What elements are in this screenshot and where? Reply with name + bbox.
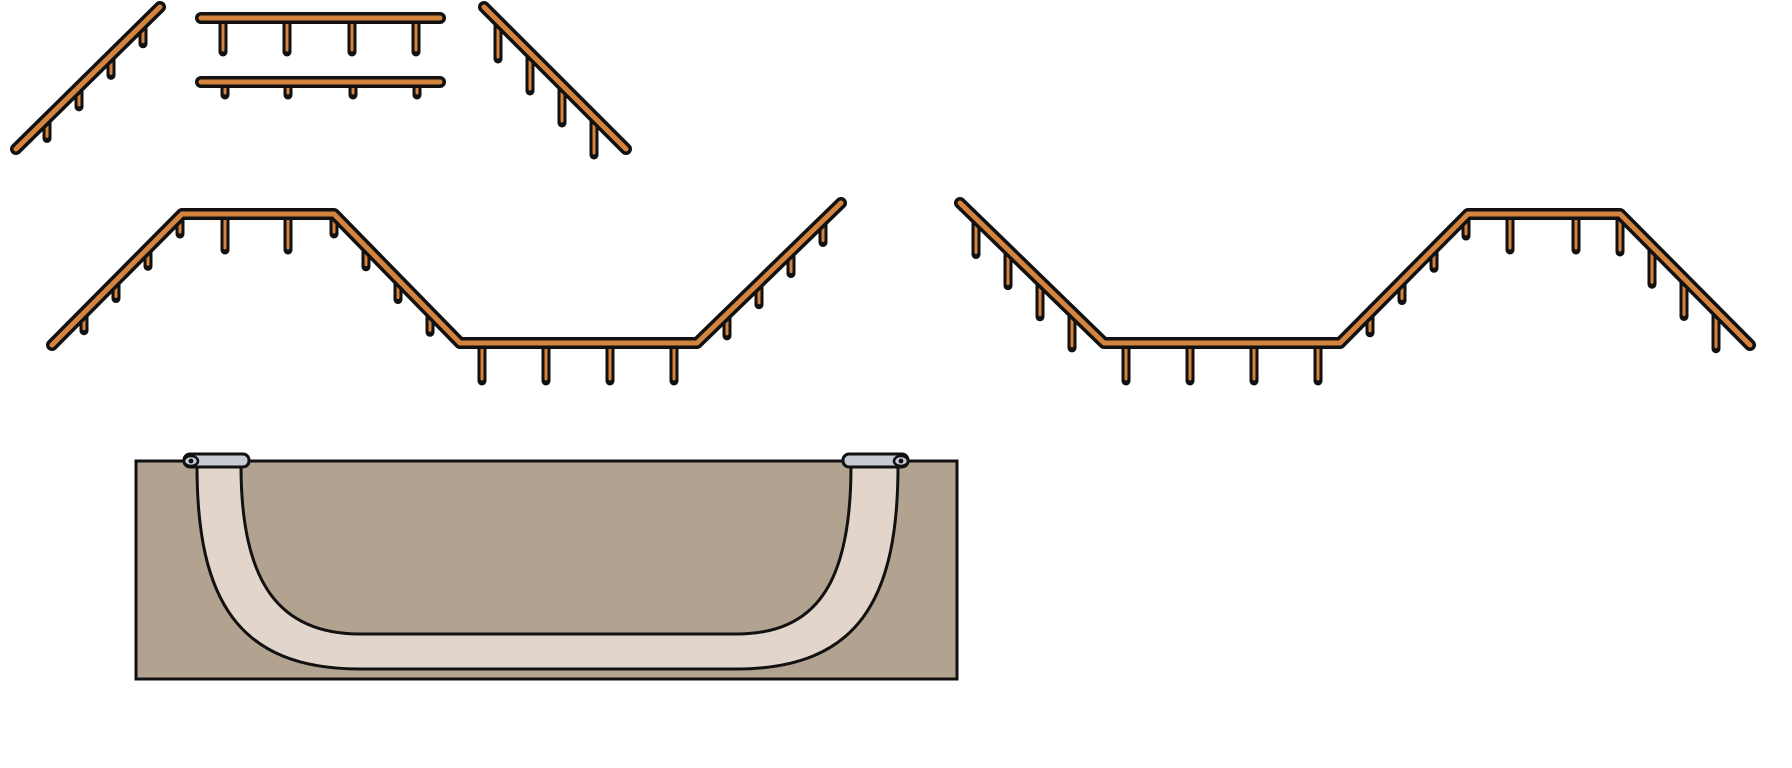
rail-slope-down-bar-fill [481, 4, 629, 152]
grind-rail-flat-icon [195, 12, 446, 57]
rail-bump-right-bar-fill [957, 200, 1753, 348]
rail-slope-up-bar-fill [13, 4, 163, 152]
halfpipe-coping-left-bolt [188, 458, 194, 464]
grind-rail-valley-hill-icon [954, 197, 1756, 386]
grind-rail-slope-up-icon [10, 1, 166, 155]
rail-bump-left-bar-fill [49, 200, 844, 348]
grind-rail-slope-down-icon [478, 1, 632, 160]
grind-rail-flat-short-legs-icon [195, 76, 446, 100]
grind-rail-hill-valley-icon [46, 197, 847, 386]
halfpipe-ramp-icon [134, 452, 959, 681]
halfpipe-coping-right-bolt [898, 458, 904, 464]
